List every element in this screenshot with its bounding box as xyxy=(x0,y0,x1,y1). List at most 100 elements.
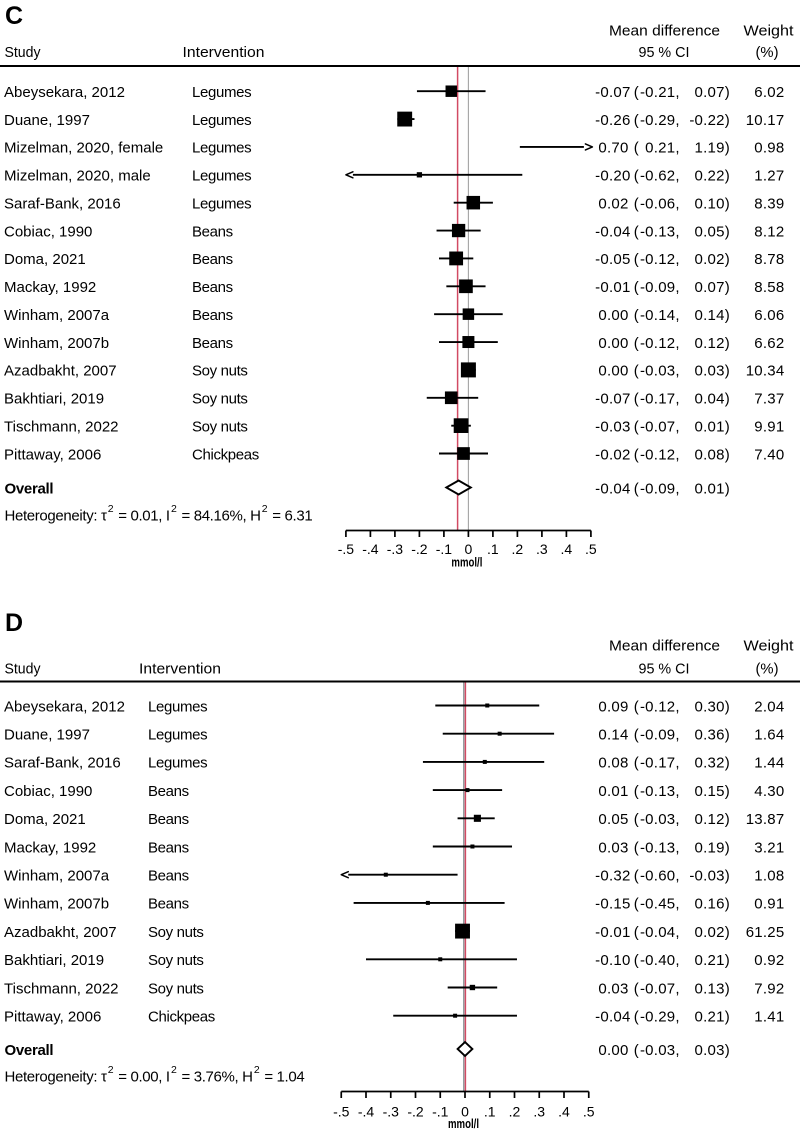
svg-text:1.19): 1.19) xyxy=(695,140,730,157)
svg-text:Doma, 2021: Doma, 2021 xyxy=(4,811,86,828)
svg-text:Abeysekara, 2012: Abeysekara, 2012 xyxy=(4,84,125,101)
svg-text:-0.13,: -0.13, xyxy=(640,783,680,800)
svg-text:1.08: 1.08 xyxy=(754,868,784,885)
svg-text:(: ( xyxy=(634,868,639,885)
svg-text:Beans: Beans xyxy=(148,811,189,828)
svg-text:Winham, 2007a: Winham, 2007a xyxy=(4,307,110,324)
svg-text:Saraf-Bank, 2016: Saraf-Bank, 2016 xyxy=(4,195,121,212)
svg-text:-.2: -.2 xyxy=(411,541,428,557)
svg-text:Soy nuts: Soy nuts xyxy=(148,924,204,941)
svg-text:0.16): 0.16) xyxy=(695,896,730,913)
svg-text:(: ( xyxy=(634,1042,639,1059)
svg-text:Beans: Beans xyxy=(148,783,189,800)
svg-text:0.21,: 0.21, xyxy=(645,140,680,157)
svg-text:-0.26: -0.26 xyxy=(595,112,630,129)
svg-text:0.05: 0.05 xyxy=(598,811,628,828)
svg-text:(: ( xyxy=(634,307,639,324)
svg-text:-.4: -.4 xyxy=(362,541,379,557)
svg-text:-.2: -.2 xyxy=(407,1104,424,1120)
svg-text:Mean difference: Mean difference xyxy=(609,638,720,655)
svg-text:-0.04: -0.04 xyxy=(595,480,630,497)
svg-text:6.02: 6.02 xyxy=(754,84,784,101)
svg-text:4.30: 4.30 xyxy=(754,783,784,800)
svg-text:(: ( xyxy=(634,952,639,969)
svg-text:(: ( xyxy=(634,1009,639,1026)
svg-text:61.25: 61.25 xyxy=(746,924,785,941)
svg-text:1.64: 1.64 xyxy=(754,727,784,744)
svg-text:.5: .5 xyxy=(583,1104,595,1120)
svg-text:-0.09,: -0.09, xyxy=(640,727,680,744)
svg-text:Heterogeneity: τ2 = 0.01, I2 =: Heterogeneity: τ2 = 0.01, I2 = 84.16%, H… xyxy=(5,503,313,525)
svg-text:-0.03): -0.03) xyxy=(689,868,730,885)
svg-text:0.02: 0.02 xyxy=(598,195,628,212)
svg-text:-0.12,: -0.12, xyxy=(640,698,680,715)
svg-text:(: ( xyxy=(634,896,639,913)
svg-text:(: ( xyxy=(634,279,639,296)
svg-text:1.27: 1.27 xyxy=(754,168,784,185)
svg-text:Soy nuts: Soy nuts xyxy=(192,391,248,408)
svg-text:0.00: 0.00 xyxy=(598,307,628,324)
svg-text:Duane, 1997: Duane, 1997 xyxy=(4,112,90,129)
svg-text:(: ( xyxy=(634,140,639,157)
svg-text:mmol/l: mmol/l xyxy=(451,556,482,570)
svg-text:(: ( xyxy=(634,839,639,856)
svg-text:-0.01: -0.01 xyxy=(595,924,630,941)
svg-text:0.21): 0.21) xyxy=(695,952,730,969)
svg-text:10.34: 10.34 xyxy=(746,363,785,380)
svg-text:0.92: 0.92 xyxy=(754,952,784,969)
svg-text:9.91: 9.91 xyxy=(754,418,784,435)
svg-text:Duane, 1997: Duane, 1997 xyxy=(4,727,90,744)
svg-text:2.04: 2.04 xyxy=(754,698,784,715)
svg-text:(: ( xyxy=(634,195,639,212)
svg-text:(: ( xyxy=(634,698,639,715)
svg-text:-0.07: -0.07 xyxy=(595,391,630,408)
svg-text:(: ( xyxy=(634,783,639,800)
svg-text:.2: .2 xyxy=(509,1104,521,1120)
svg-text:-.1: -.1 xyxy=(436,541,453,557)
svg-text:-0.20: -0.20 xyxy=(595,168,630,185)
svg-text:0.08): 0.08) xyxy=(695,446,730,463)
svg-text:Mackay, 1992: Mackay, 1992 xyxy=(4,839,96,856)
svg-text:.2: .2 xyxy=(512,541,524,557)
svg-text:1.44: 1.44 xyxy=(754,755,784,772)
svg-text:0.09: 0.09 xyxy=(598,698,628,715)
svg-text:0.05): 0.05) xyxy=(695,223,730,240)
svg-text:.3: .3 xyxy=(533,1104,545,1120)
svg-text:-0.45,: -0.45, xyxy=(640,896,680,913)
svg-text:-0.29,: -0.29, xyxy=(640,112,680,129)
svg-text:7.92: 7.92 xyxy=(754,980,784,997)
svg-text:Legumes: Legumes xyxy=(192,84,251,101)
svg-text:-.3: -.3 xyxy=(387,541,404,557)
svg-text:0.12): 0.12) xyxy=(695,811,730,828)
svg-text:Beans: Beans xyxy=(192,307,233,324)
svg-text:0: 0 xyxy=(461,1104,469,1120)
svg-text:Legumes: Legumes xyxy=(192,168,251,185)
svg-text:0.22): 0.22) xyxy=(695,168,730,185)
svg-text:Azadbakht, 2007: Azadbakht, 2007 xyxy=(4,363,117,380)
svg-text:-0.06,: -0.06, xyxy=(640,195,680,212)
svg-text:-0.07,: -0.07, xyxy=(640,418,680,435)
svg-text:0.03): 0.03) xyxy=(695,1042,730,1059)
svg-text:0.08: 0.08 xyxy=(598,755,628,772)
svg-text:8.78: 8.78 xyxy=(754,251,784,268)
svg-text:-0.40,: -0.40, xyxy=(640,952,680,969)
svg-text:-0.05: -0.05 xyxy=(595,251,630,268)
svg-text:Weight: Weight xyxy=(744,23,795,40)
svg-text:-0.09,: -0.09, xyxy=(640,279,680,296)
svg-text:0.13): 0.13) xyxy=(695,980,730,997)
svg-text:(: ( xyxy=(634,391,639,408)
svg-text:Bakhtiari, 2019: Bakhtiari, 2019 xyxy=(4,391,104,408)
svg-text:-0.03,: -0.03, xyxy=(640,363,680,380)
svg-text:0.02): 0.02) xyxy=(695,251,730,268)
svg-text:-0.12,: -0.12, xyxy=(640,446,680,463)
svg-text:95 % CI: 95 % CI xyxy=(639,661,690,678)
svg-text:0.07): 0.07) xyxy=(695,279,730,296)
svg-text:0.01): 0.01) xyxy=(695,480,730,497)
svg-text:10.17: 10.17 xyxy=(746,112,785,129)
svg-text:8.12: 8.12 xyxy=(754,223,784,240)
svg-text:(: ( xyxy=(634,168,639,185)
svg-text:Legumes: Legumes xyxy=(192,140,251,157)
svg-text:.4: .4 xyxy=(561,541,573,557)
svg-text:(: ( xyxy=(634,84,639,101)
svg-text:Pittaway, 2006: Pittaway, 2006 xyxy=(4,446,101,463)
